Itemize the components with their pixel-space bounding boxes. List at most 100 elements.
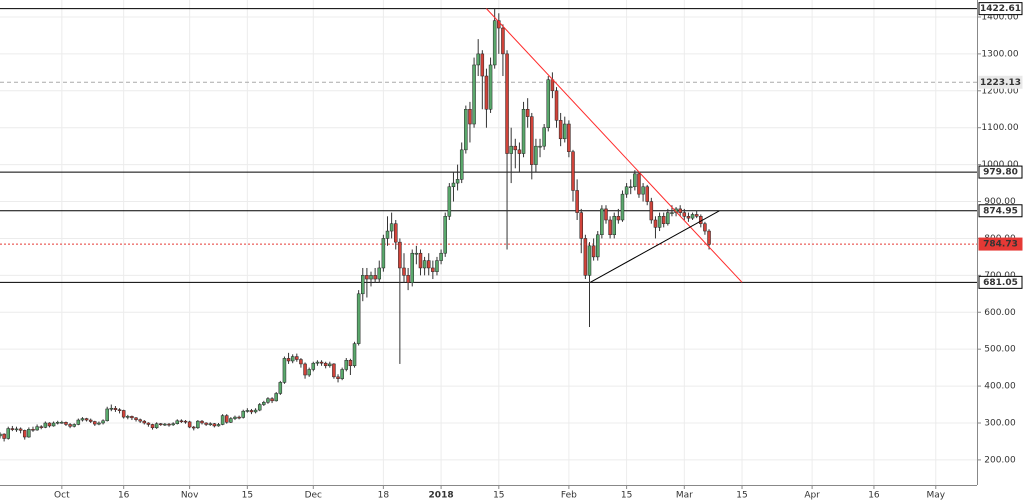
candle-body — [138, 419, 142, 422]
candle-body — [27, 429, 31, 438]
candle-body — [661, 216, 666, 224]
candle-body — [707, 230, 711, 245]
candle-body — [315, 361, 320, 364]
trend-line — [590, 210, 720, 283]
x-tick-label: 2018 — [429, 491, 454, 501]
candle-body — [604, 208, 608, 221]
candle-body — [80, 418, 85, 421]
candle-body — [517, 149, 522, 154]
candle-body — [583, 238, 588, 276]
candle-body — [501, 27, 505, 55]
candle-body — [690, 214, 695, 219]
candle-body — [295, 356, 299, 360]
y-tick-label: 1200.00 — [981, 86, 1018, 96]
candle-body — [192, 426, 196, 429]
candle-body — [282, 358, 287, 383]
candle-body — [410, 252, 414, 283]
candle-body — [167, 423, 171, 426]
candle-body — [497, 20, 501, 29]
candle-body — [550, 79, 555, 92]
candle-body — [406, 275, 410, 283]
candle-body — [365, 275, 369, 280]
y-tick-label: 1400.00 — [981, 12, 1018, 22]
candle-body — [126, 416, 130, 418]
candle-body — [356, 293, 361, 344]
candle-body — [464, 109, 468, 151]
candle-body — [534, 145, 538, 165]
candle-body — [88, 419, 93, 422]
candle-body — [389, 223, 394, 232]
candle-body — [332, 363, 336, 378]
candle-body — [422, 260, 427, 269]
x-tick-label: Oct — [54, 491, 70, 501]
y-tick-label: 1000.00 — [981, 160, 1018, 170]
level-label: 681.05 — [983, 278, 1018, 288]
level-label: 784.73 — [983, 240, 1018, 250]
candle-body — [381, 238, 386, 269]
candle-body — [76, 419, 81, 425]
candle-body — [431, 267, 435, 272]
candle-body — [579, 212, 584, 239]
candle-body — [649, 201, 654, 221]
candle-body — [587, 245, 592, 276]
candle-body — [505, 53, 509, 154]
candle-body — [245, 410, 250, 412]
candle-body — [134, 417, 138, 420]
level-label-box — [978, 75, 1023, 89]
candle-body — [14, 428, 19, 431]
candle-body — [451, 182, 456, 188]
x-tick-label: 16 — [118, 491, 130, 501]
candle-body — [171, 423, 175, 426]
candle-body — [591, 245, 596, 258]
y-tick-label: 500.00 — [984, 345, 1016, 355]
candle-body — [208, 423, 212, 425]
candle-body — [488, 64, 493, 110]
candle-body — [398, 241, 402, 269]
candle-body — [204, 422, 208, 425]
candle-body — [385, 230, 390, 239]
candle-body — [336, 376, 340, 379]
candle-body — [43, 422, 48, 428]
candle-body — [196, 420, 200, 429]
candle-body — [530, 116, 534, 165]
candle-body — [146, 422, 151, 425]
candle-body — [35, 426, 39, 431]
x-tick-label: May — [926, 491, 945, 501]
candle-body — [459, 149, 464, 180]
candle-body — [571, 151, 575, 191]
candle-body — [307, 369, 311, 376]
candle-body — [447, 186, 452, 217]
x-tick-label: 15 — [621, 491, 632, 501]
candle-body — [224, 415, 229, 423]
candle-body — [558, 120, 563, 140]
x-tick-label: Apr — [804, 491, 820, 501]
candle-body — [220, 415, 225, 425]
x-tick-label: 16 — [868, 491, 880, 501]
candle-body — [567, 123, 571, 152]
candle-body — [344, 359, 349, 370]
candle-body — [84, 418, 89, 421]
candle-body — [538, 145, 542, 148]
candle-body — [51, 422, 56, 427]
candle-body — [670, 212, 674, 214]
candle-body — [233, 416, 237, 419]
candle-body — [575, 190, 579, 213]
candle-body — [595, 234, 600, 258]
candle-body — [653, 219, 658, 228]
candle-body — [637, 173, 641, 195]
candle-body — [237, 416, 241, 419]
candle-body — [624, 186, 629, 195]
level-label-box — [978, 165, 1023, 179]
candle-body — [616, 216, 621, 221]
level-label-box — [978, 275, 1023, 289]
candle-body — [270, 398, 274, 402]
candle-body — [187, 421, 192, 428]
level-label-box — [978, 2, 1023, 16]
candle-body — [39, 426, 43, 428]
candle-body — [513, 145, 518, 151]
candle-body — [113, 407, 118, 410]
x-tick-label: Feb — [561, 491, 577, 501]
candle-body — [179, 420, 184, 423]
candle-body — [521, 109, 526, 154]
